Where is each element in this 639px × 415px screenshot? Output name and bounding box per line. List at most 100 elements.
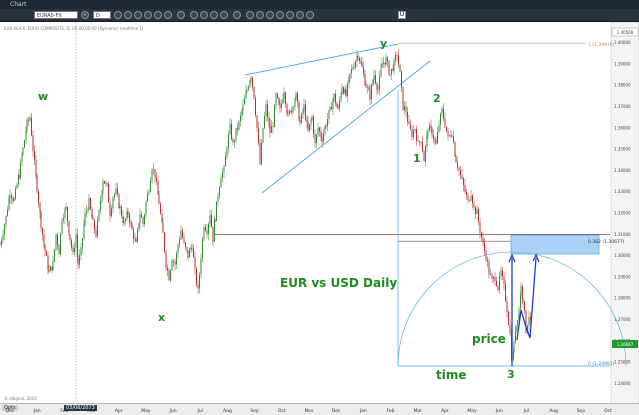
candle: [102, 178, 104, 195]
target-zone-box: [510, 234, 600, 255]
candle: [31, 112, 32, 137]
candle: [241, 108, 243, 121]
candle: [98, 209, 100, 223]
unlink-button[interactable]: U: [398, 11, 406, 19]
candle: [422, 135, 423, 153]
month-tick-label: Jan: [359, 408, 367, 414]
candle: [383, 56, 384, 69]
candle: [401, 70, 402, 92]
candle: [469, 199, 470, 202]
candle: [306, 115, 308, 129]
candle: [508, 310, 509, 326]
window-titlebar: Chart: [0, 0, 639, 9]
refresh-icon[interactable]: [144, 11, 152, 19]
candle: [450, 129, 452, 139]
options-tab[interactable]: Opts: [2, 405, 18, 411]
candle: [145, 200, 147, 219]
candle: [484, 238, 485, 256]
candle: [335, 89, 336, 107]
candle: [94, 218, 95, 235]
price-tick-label: 1.34000: [614, 168, 631, 173]
template-icon[interactable]: [266, 11, 274, 19]
candle: [88, 193, 90, 211]
compare-icon[interactable]: [233, 11, 241, 19]
month-tick-label: Apr: [441, 408, 449, 414]
price-tick-label: 1.32000: [614, 211, 631, 216]
candle: [29, 114, 31, 123]
candle: [131, 221, 133, 230]
candle: [219, 185, 220, 200]
print-icon[interactable]: [306, 11, 314, 19]
candle: [1, 237, 2, 249]
candle: [298, 99, 300, 122]
draw-icon[interactable]: [220, 11, 228, 19]
candle: [373, 69, 375, 85]
price-chart[interactable]: 1.40000 1.39000 1.38000 1.37000 1.36000 1.350…: [0, 21, 639, 405]
price-tick-label: 1.35000: [614, 147, 631, 152]
candle: [47, 251, 49, 275]
candle: [364, 69, 366, 86]
candle: [392, 64, 394, 72]
candle: [289, 108, 290, 116]
candle: [11, 192, 12, 205]
cursor-icon[interactable]: [114, 11, 122, 19]
wave-1-label: 1: [413, 152, 421, 165]
candle: [372, 78, 374, 87]
layout-icon[interactable]: [276, 11, 284, 19]
candle: [463, 176, 464, 192]
link-icon[interactable]: ∞: [81, 11, 89, 19]
candle: [8, 194, 10, 212]
symbol-input[interactable]: EURA0-FX: [34, 11, 78, 19]
candle: [272, 122, 274, 134]
zoom-in-icon[interactable]: [134, 11, 142, 19]
candle: [274, 103, 275, 128]
candle: [24, 139, 25, 149]
style-icon[interactable]: [256, 11, 264, 19]
candle: [426, 129, 428, 153]
candle: [313, 114, 314, 139]
candle: [50, 265, 51, 272]
crosshair-icon[interactable]: [164, 11, 172, 19]
table-icon[interactable]: [190, 11, 198, 19]
candle: [185, 241, 186, 250]
candle: [153, 162, 154, 176]
candle: [341, 83, 343, 95]
alert-icon[interactable]: [286, 11, 294, 19]
candle: [240, 111, 241, 127]
candle: [126, 207, 128, 222]
candle: [377, 84, 379, 94]
candle: [164, 231, 165, 254]
candle: [352, 64, 354, 71]
candle: [32, 130, 34, 157]
candle: [83, 219, 85, 241]
candle: [58, 244, 60, 255]
candle: [405, 100, 407, 117]
candle: [119, 203, 121, 215]
clock-icon[interactable]: [154, 11, 162, 19]
month-tick-label: Jun: [169, 408, 177, 414]
interval-input[interactable]: D: [93, 11, 111, 19]
candle: [246, 86, 248, 94]
gear-icon[interactable]: [210, 11, 218, 19]
candle: [399, 64, 401, 72]
lines-icon[interactable]: [200, 11, 208, 19]
candle: [121, 204, 122, 219]
price-tick-label: 1.29000: [614, 274, 631, 279]
month-tick-label: May: [141, 408, 151, 414]
candle: [460, 165, 461, 180]
cycle-icon[interactable]: [177, 11, 185, 19]
candle: [267, 99, 268, 122]
candle: [9, 189, 11, 204]
news-icon[interactable]: [296, 11, 304, 19]
candle: [528, 311, 530, 332]
candle: [324, 124, 326, 137]
studies-icon[interactable]: [246, 11, 254, 19]
zoom-out-icon[interactable]: [124, 11, 132, 19]
candle: [35, 155, 37, 180]
candle: [217, 192, 219, 206]
month-tick-label: Mar: [413, 408, 422, 414]
candle: [283, 87, 285, 103]
candle: [440, 112, 441, 131]
candle: [165, 249, 167, 272]
candle: [168, 267, 170, 281]
